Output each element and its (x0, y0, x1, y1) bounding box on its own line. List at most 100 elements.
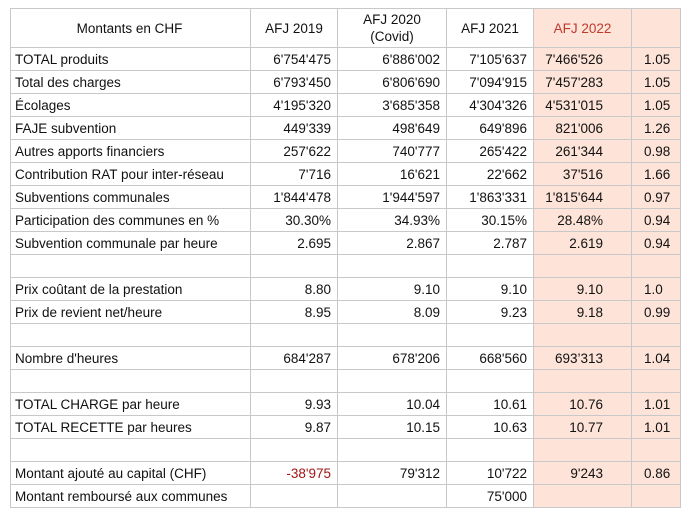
row-label: TOTAL CHARGE par heure (10, 392, 251, 416)
cell: 30.30% (250, 208, 338, 232)
cell: 37'516 (533, 162, 632, 186)
table-row (10, 323, 681, 347)
cell: 75'000 (446, 484, 534, 508)
table-row: Prix de revient net/heure 8.95 8.09 9.23 9.1… (10, 300, 681, 324)
row-label: Montant remboursé aux communes (10, 484, 251, 508)
cell: 1.05 (631, 47, 681, 71)
cell: 6'886'002 (337, 47, 447, 71)
cell: 265'422 (446, 139, 534, 163)
table-row: Contribution RAT pour inter-réseau 7'716 1… (10, 162, 681, 186)
cell: 2.695 (250, 231, 338, 255)
cell: 1'863'331 (446, 185, 534, 209)
cell: 10.63 (446, 415, 534, 439)
cell: 9.18 (533, 300, 632, 324)
cell (631, 369, 681, 393)
cell: 0.99 (631, 300, 681, 324)
cell (631, 8, 681, 48)
table-row: Montant remboursé aux communes 75'000 (10, 484, 681, 508)
cell: 6'754'475 (250, 47, 338, 71)
cell: 1'815'644 (533, 185, 632, 209)
cell (631, 323, 681, 347)
cell (533, 254, 632, 278)
cell: 668'560 (446, 346, 534, 370)
cell: 7'457'283 (533, 70, 632, 94)
cell: 1.26 (631, 116, 681, 140)
table-row: Prix coûtant de la prestation 8.80 9.10 9.1… (10, 277, 681, 301)
cell: 1'944'597 (337, 185, 447, 209)
cell: 449'339 (250, 116, 338, 140)
row-label: Subvention communale par heure (10, 231, 251, 255)
row-label: Nombre d'heures (10, 346, 251, 370)
cell: 678'206 (337, 346, 447, 370)
cell (250, 438, 338, 462)
cell (337, 438, 447, 462)
cell (631, 254, 681, 278)
row-label: FAJE subvention (10, 116, 251, 140)
cell: 34.93% (337, 208, 447, 232)
cell: 10.04 (337, 392, 447, 416)
cell: 10.61 (446, 392, 534, 416)
table-row (10, 369, 681, 393)
row-label (10, 323, 251, 347)
cell (337, 254, 447, 278)
row-label (10, 254, 251, 278)
cell (631, 484, 681, 508)
row-label: Prix coûtant de la prestation (10, 277, 251, 301)
row-label: Autres apports financiers (10, 139, 251, 163)
cell: 693’313 (533, 346, 632, 370)
table-row: Montant ajouté au capital (CHF) -38'975 79… (10, 461, 681, 485)
cell: 1.66 (631, 162, 681, 186)
cell: 1'844'478 (250, 185, 338, 209)
cell: 1.05 (631, 93, 681, 117)
cell: 10.15 (337, 415, 447, 439)
cell (533, 323, 632, 347)
cell: 10.76 (533, 392, 632, 416)
cell: 0.98 (631, 139, 681, 163)
cell (533, 484, 632, 508)
cell (631, 438, 681, 462)
row-label: TOTAL produits (10, 47, 251, 71)
cell: 1.01 (631, 392, 681, 416)
cell: 0.94 (631, 231, 681, 255)
cell: 684'287 (250, 346, 338, 370)
cell: AFJ 2020 (Covid) (337, 8, 447, 48)
table-row: TOTAL CHARGE par heure 9.93 10.04 10.61 10.7… (10, 392, 681, 416)
cell: 8.95 (250, 300, 338, 324)
row-label: Écolages (10, 93, 251, 117)
cell: 8.80 (250, 277, 338, 301)
row-label (10, 438, 251, 462)
row-label: Total des charges (10, 70, 251, 94)
row-label: Montant ajouté au capital (CHF) (10, 461, 251, 485)
cell: 16'621 (337, 162, 447, 186)
cell: AFJ 2019 (250, 8, 338, 48)
cell (446, 323, 534, 347)
row-label: Montants en CHF (10, 8, 251, 48)
cell: 649'896 (446, 116, 534, 140)
cell: 7'105'637 (446, 47, 534, 71)
cell: 9.10 (533, 277, 632, 301)
cell: 1.04 (631, 346, 681, 370)
table-row: Subventions communales 1'844'478 1'944'597… (10, 185, 681, 209)
cell: 1.01 (631, 415, 681, 439)
cell: 1.05 (631, 70, 681, 94)
cell (446, 438, 534, 462)
cell: 821'006 (533, 116, 632, 140)
cell (337, 484, 447, 508)
cell: 8.09 (337, 300, 447, 324)
cell: 9.10 (337, 277, 447, 301)
cell (250, 369, 338, 393)
cell: 30.15% (446, 208, 534, 232)
table-row: FAJE subvention 449'339 498'649 649'896 821'… (10, 116, 681, 140)
cell: 9.23 (446, 300, 534, 324)
cell: 257'622 (250, 139, 338, 163)
cell: 4'304'326 (446, 93, 534, 117)
finance-table: Montants en CHF AFJ 2019 AFJ 2020 (Covid) A… (10, 8, 681, 508)
cell: 2.867 (337, 231, 447, 255)
cell (337, 369, 447, 393)
cell: 0.86 (631, 461, 681, 485)
cell: 9'243 (533, 461, 632, 485)
cell: 3'685'358 (337, 93, 447, 117)
table-row (10, 438, 681, 462)
row-label: Contribution RAT pour inter-réseau (10, 162, 251, 186)
cell: 79'312 (337, 461, 447, 485)
